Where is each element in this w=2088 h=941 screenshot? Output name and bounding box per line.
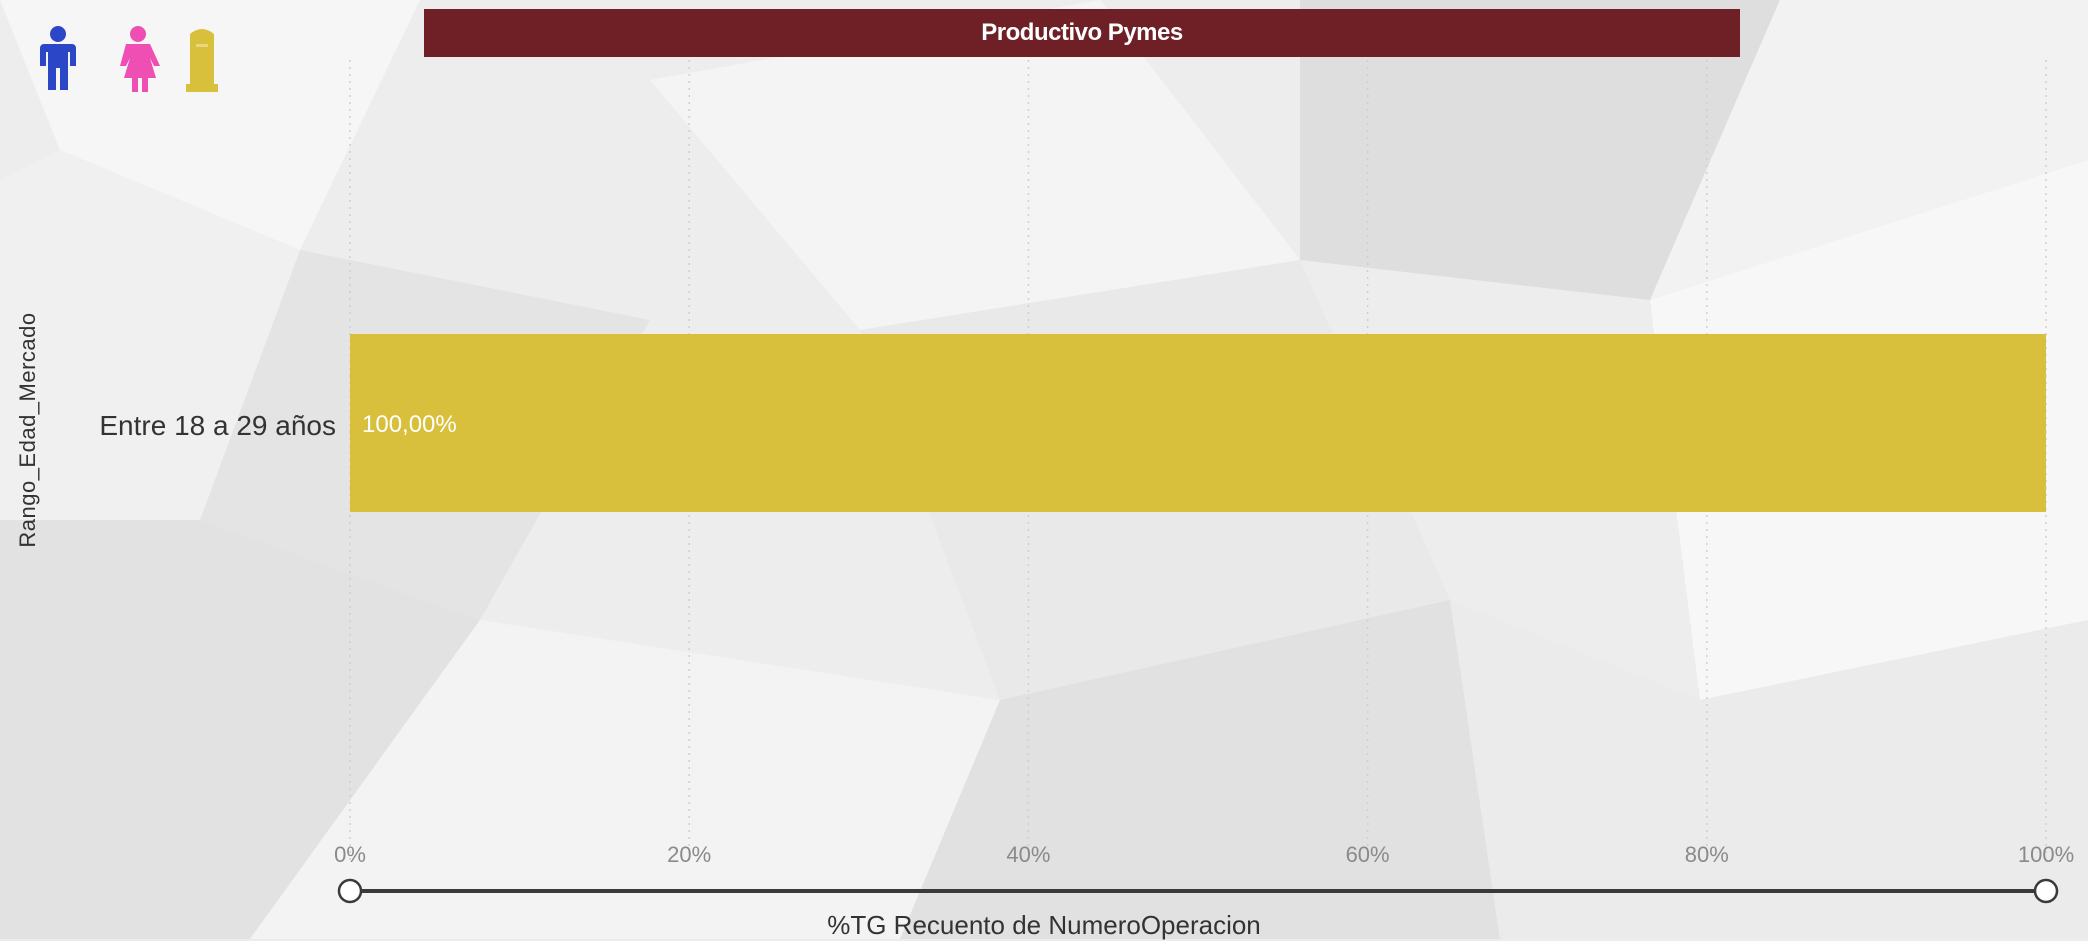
female-icon[interactable] [120, 26, 160, 92]
x-axis-title: %TG Recuento de NumeroOperacion [827, 910, 1261, 940]
x-tick-label: 100% [2018, 842, 2074, 867]
category-label: Entre 18 a 29 años [99, 410, 336, 441]
range-slider-min-handle[interactable] [337, 878, 363, 904]
x-tick-label: 0% [334, 842, 366, 867]
x-tick-label: 60% [1346, 842, 1390, 867]
legend-icons [40, 26, 218, 92]
unknown-icon[interactable] [186, 29, 218, 92]
bar[interactable] [350, 334, 2046, 512]
male-icon[interactable] [40, 26, 76, 90]
range-slider-max-handle[interactable] [2033, 878, 2059, 904]
chart-title: Productivo Pymes [424, 9, 1740, 57]
data-label: 100,00% [362, 411, 457, 438]
x-tick-label: 20% [667, 842, 711, 867]
x-tick-label: 80% [1685, 842, 1729, 867]
x-tick-label: 40% [1006, 842, 1050, 867]
